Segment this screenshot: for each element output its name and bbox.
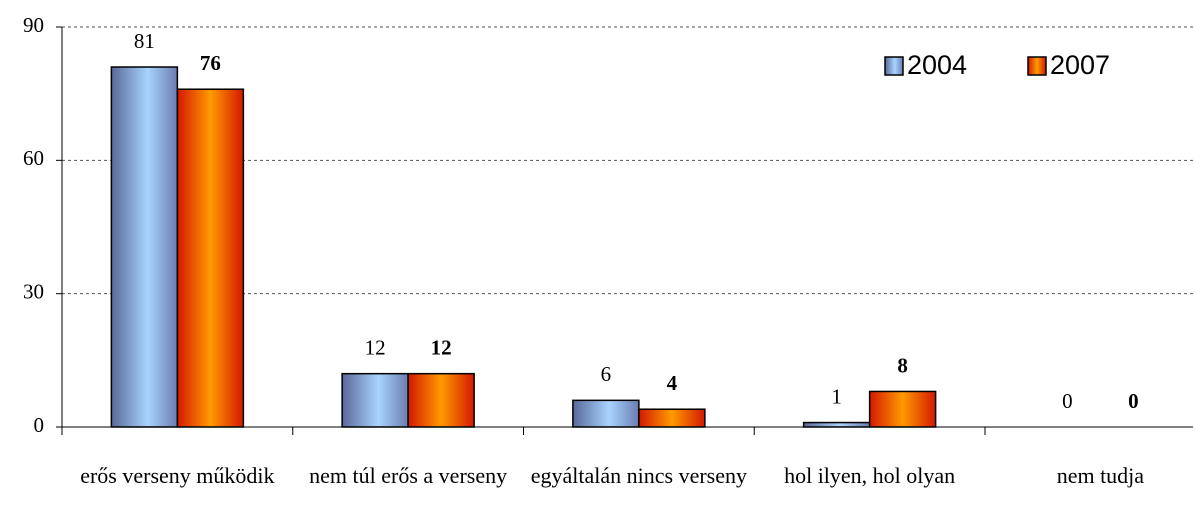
data-label: 12 bbox=[365, 335, 386, 359]
bar bbox=[868, 390, 937, 428]
legend-label: 2004 bbox=[907, 50, 967, 80]
data-label: 81 bbox=[134, 29, 155, 53]
legend-swatch bbox=[1027, 56, 1047, 76]
data-label: 4 bbox=[667, 371, 678, 395]
x-tick-label: hol ilyen, hol olyan bbox=[784, 463, 956, 488]
bar bbox=[802, 421, 871, 428]
data-label: 6 bbox=[601, 362, 612, 386]
y-tick-label: 30 bbox=[23, 279, 44, 303]
y-tick-label: 60 bbox=[23, 146, 44, 170]
legend-label: 2007 bbox=[1050, 50, 1110, 80]
data-label: 0 bbox=[1128, 389, 1139, 413]
bar bbox=[572, 399, 640, 428]
x-tick-label: erős verseny működik bbox=[80, 463, 275, 488]
bar bbox=[638, 408, 706, 428]
bar bbox=[341, 372, 409, 428]
bar bbox=[176, 88, 245, 428]
legend-swatch bbox=[884, 56, 904, 76]
data-label: 12 bbox=[431, 335, 452, 359]
bar bbox=[407, 372, 475, 428]
x-tick-label: nem túl erős a verseny bbox=[309, 463, 508, 488]
x-tick-label: nem tudja bbox=[1056, 463, 1145, 488]
data-label: 1 bbox=[831, 384, 842, 408]
data-label: 0 bbox=[1062, 389, 1073, 413]
bar bbox=[110, 66, 179, 428]
data-label: 76 bbox=[200, 51, 221, 75]
y-tick-label: 90 bbox=[23, 13, 44, 37]
y-tick-label: 0 bbox=[34, 413, 45, 437]
x-tick-label: egyáltalán nincs verseny bbox=[530, 463, 747, 488]
data-label: 8 bbox=[897, 353, 908, 377]
